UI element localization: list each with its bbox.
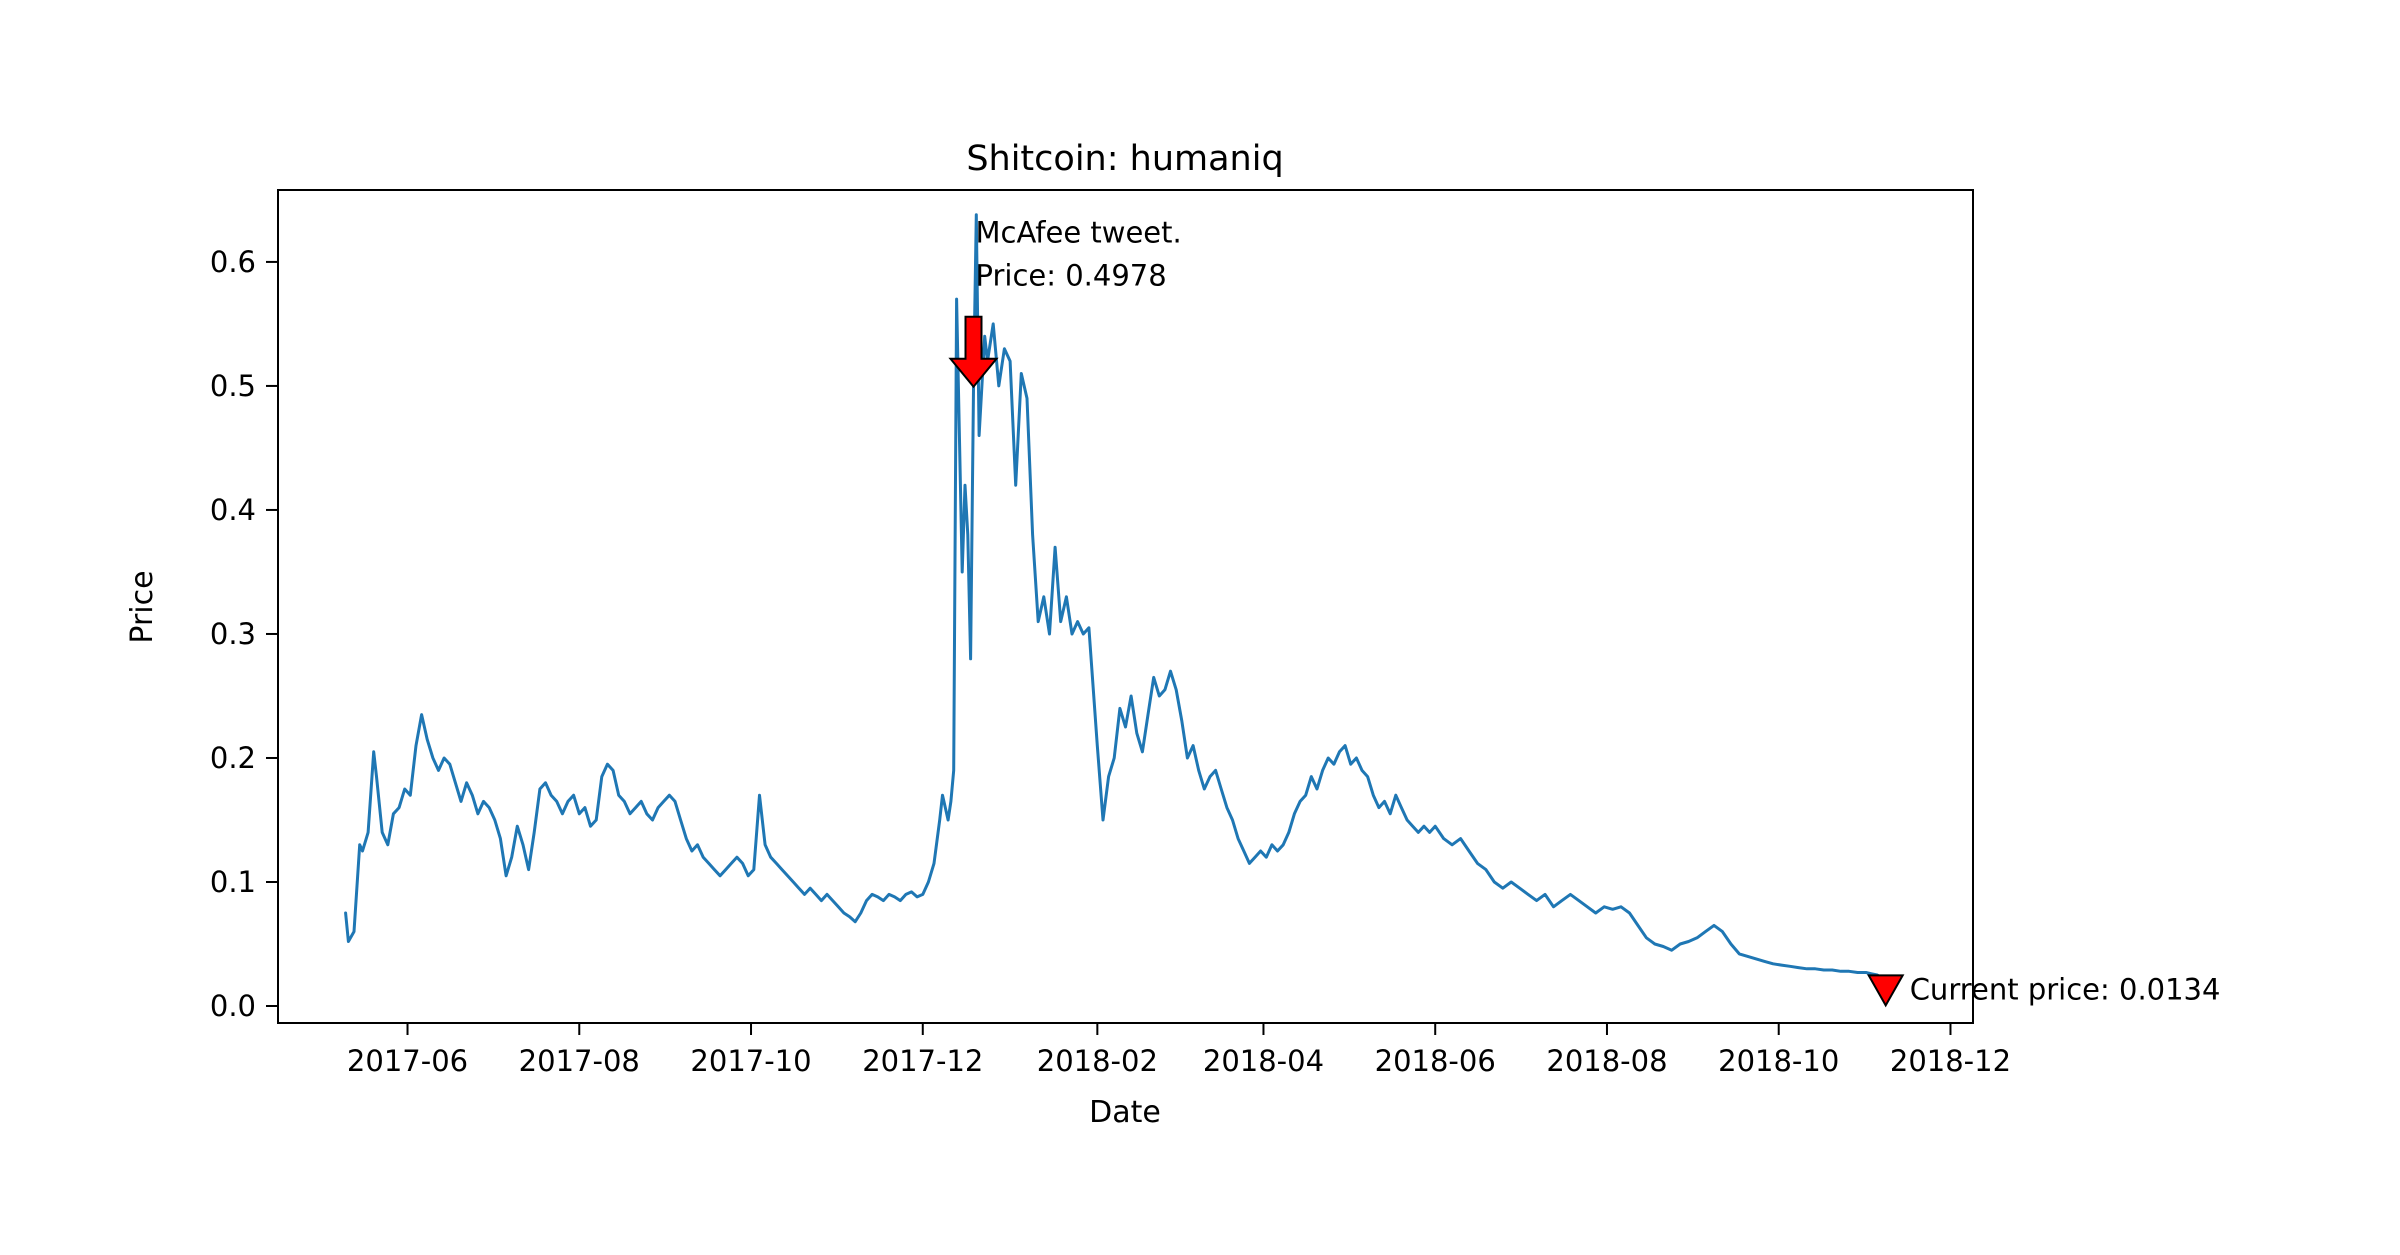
x-tick-label: 2018-04 [1203, 1044, 1324, 1078]
price-line-series [344, 213, 1888, 991]
y-axis-label: Price [125, 570, 160, 643]
y-axis-ticks: 0.0 0.1 0.2 0.3 0.4 0.5 0.6 [210, 245, 278, 1023]
y-tick-label: 0.5 [210, 369, 256, 403]
x-tick-label: 2017-10 [690, 1044, 811, 1078]
x-tick-label: 2017-08 [519, 1044, 640, 1078]
x-tick-label: 2017-06 [347, 1044, 468, 1078]
y-tick-label: 0.1 [210, 865, 256, 899]
y-tick-label: 0.4 [210, 493, 256, 527]
x-tick-label: 2018-10 [1718, 1044, 1839, 1078]
y-tick-label: 0.6 [210, 245, 256, 279]
x-axis-label: Date [1089, 1095, 1161, 1130]
x-tick-label: 2017-12 [862, 1044, 983, 1078]
mcafee-annotation-line1: McAfee tweet. [976, 216, 1182, 250]
mcafee-arrow-icon [948, 315, 999, 389]
y-tick-label: 0.2 [210, 741, 256, 775]
y-tick-label: 0.0 [210, 989, 256, 1023]
y-tick-label: 0.3 [210, 617, 256, 651]
x-tick-label: 2018-08 [1546, 1044, 1667, 1078]
plot-border [277, 189, 1974, 1024]
current-price-annotation: Current price: 0.0134 [1910, 972, 2221, 1006]
x-tick-label: 2018-06 [1375, 1044, 1496, 1078]
mcafee-annotation-line2: Price: 0.4978 [976, 259, 1167, 293]
chart-title: Shitcoin: humaniq [966, 139, 1283, 179]
x-tick-label: 2018-02 [1037, 1044, 1158, 1078]
current-price-marker-icon [1866, 974, 1905, 1008]
x-tick-label: 2018-12 [1890, 1044, 2011, 1078]
x-axis-ticks: 2017-06 2017-08 2017-10 2017-12 2018-02 2018-… [347, 1023, 2011, 1078]
